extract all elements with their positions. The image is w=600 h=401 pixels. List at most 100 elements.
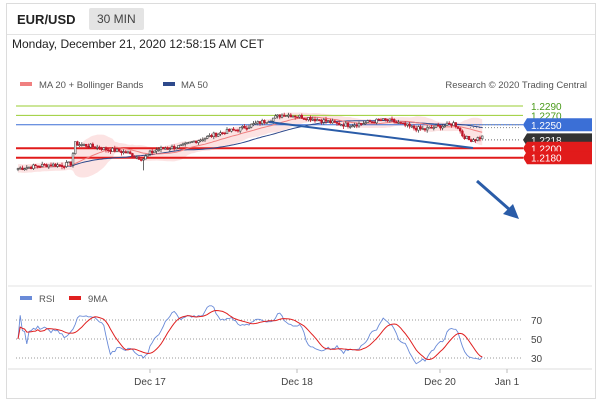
candle	[258, 121, 262, 126]
svg-text:1.2180: 1.2180	[531, 154, 562, 165]
candle	[450, 123, 453, 128]
candle	[302, 117, 306, 121]
price-label-1-2180: 1.2180	[523, 151, 592, 165]
candle	[27, 166, 31, 169]
candle	[362, 120, 365, 125]
candle	[447, 121, 451, 125]
candle	[274, 114, 277, 119]
candle	[34, 164, 37, 167]
svg-text:1.2270: 1.2270	[531, 111, 562, 122]
candle	[428, 126, 431, 129]
candle	[203, 137, 207, 142]
price-label-1-2270: 1.2270	[531, 111, 562, 122]
candle	[166, 146, 169, 150]
candle	[476, 136, 479, 142]
candle	[54, 163, 57, 168]
price-label-1-2250: 1.2250	[523, 118, 592, 132]
legend-rsi-swatch	[20, 296, 32, 300]
candle	[441, 124, 444, 131]
candle	[425, 125, 429, 133]
candle	[340, 123, 343, 127]
candle	[129, 150, 132, 155]
candle	[197, 139, 200, 145]
candle	[414, 125, 418, 133]
candle	[115, 148, 119, 153]
candle	[370, 121, 374, 124]
candle	[190, 141, 193, 144]
candle	[256, 120, 259, 126]
candle	[36, 165, 40, 169]
candle	[346, 122, 350, 129]
timeframe-button[interactable]: 30 MIN	[89, 8, 144, 30]
candle	[304, 118, 308, 122]
candle	[208, 133, 211, 138]
candle	[45, 163, 48, 168]
candle	[16, 167, 20, 172]
candle	[131, 152, 134, 159]
candle	[307, 117, 310, 122]
header-bar: EUR/USD 30 MIN	[7, 4, 595, 35]
candle	[214, 132, 218, 138]
candle	[71, 152, 75, 168]
legend-ma50-swatch	[163, 82, 175, 86]
candle	[217, 133, 220, 137]
candle	[89, 143, 92, 149]
symbol-label: EUR/USD	[17, 12, 76, 27]
candle	[326, 119, 330, 122]
candle	[140, 159, 143, 162]
candle	[337, 120, 341, 126]
candle	[430, 124, 433, 129]
candle	[230, 128, 233, 133]
candle	[397, 119, 400, 125]
candle	[74, 141, 77, 155]
candle	[47, 164, 51, 169]
candle	[463, 133, 466, 140]
rsi-level-label: 30	[531, 354, 543, 365]
candle	[432, 125, 435, 131]
candle	[410, 125, 413, 129]
candle	[126, 150, 130, 154]
x-tick-label: Dec 20	[424, 377, 456, 388]
candle	[67, 161, 70, 164]
datetime-label: Monday, December 21, 2020 12:58:15 AM CE…	[12, 37, 264, 51]
candle	[239, 127, 242, 134]
candle	[243, 124, 246, 129]
x-tick-label: Dec 17	[134, 377, 166, 388]
candle	[109, 148, 112, 155]
x-tick-label: Jan 1	[495, 377, 520, 388]
candle	[151, 148, 154, 156]
candle	[408, 122, 411, 129]
candle	[219, 130, 222, 137]
annotations	[268, 121, 519, 219]
legend-ma20-label: MA 20 + Bollinger Bands	[39, 80, 144, 91]
candle	[375, 118, 378, 125]
candle	[133, 155, 136, 159]
candle	[465, 135, 468, 140]
candle	[309, 115, 312, 123]
candle	[289, 113, 292, 118]
legend-9ma-label: 9MA	[88, 294, 108, 305]
candle	[390, 116, 394, 123]
svg-text:1.2250: 1.2250	[531, 121, 562, 132]
candle	[144, 154, 147, 160]
candle	[335, 121, 339, 126]
price-label-1-2290: 1.2290	[531, 102, 562, 113]
candle	[146, 153, 149, 157]
candle	[49, 162, 53, 167]
candle	[357, 121, 361, 128]
candle	[168, 147, 171, 152]
candle	[313, 116, 317, 123]
candle	[403, 121, 407, 128]
candle	[159, 145, 163, 153]
candle	[38, 165, 42, 169]
candle	[377, 118, 380, 121]
x-tick-label: Dec 18	[281, 377, 313, 388]
candle	[318, 119, 321, 122]
candle	[265, 122, 268, 124]
legend-ma20-swatch	[20, 82, 32, 86]
candle	[201, 137, 204, 142]
candle	[80, 142, 84, 147]
candle	[278, 114, 281, 120]
candle	[324, 116, 328, 124]
